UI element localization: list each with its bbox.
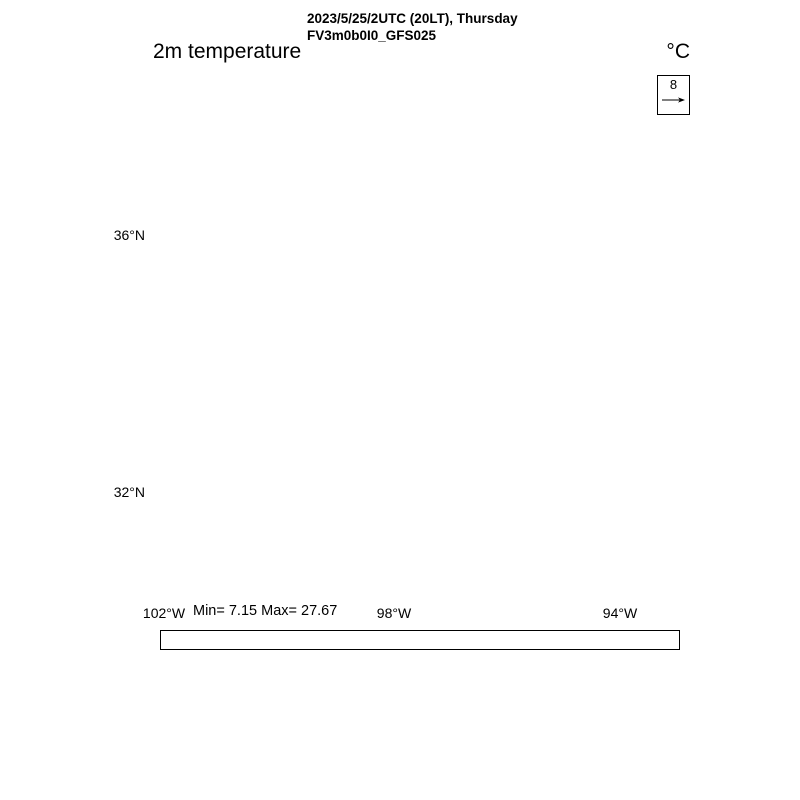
wind-reference-arrow-icon [662,97,685,103]
temperature-field-map [155,68,688,602]
lon-tick-label-94w: 94°W [602,605,638,621]
units-label: °C [666,40,690,63]
wind-reference-value: 8 [669,77,678,92]
colorbar-tick-labels [160,651,680,669]
model-run-line: FV3m0b0I0_GFS025 [307,28,437,43]
plot-header: 2023/5/25/2UTC (20LT), Thursday FV3m0b0I… [307,10,518,44]
timestamp-line: 2023/5/25/2UTC (20LT), Thursday [307,11,518,26]
page-title: 2m temperature [153,40,302,63]
lon-tick-label-102w: 102°W [142,605,186,621]
lat-tick-label-32n: 32°N [113,484,145,500]
lon-tick-label-98w: 98°W [376,605,412,621]
wind-reference-box: 8 [657,75,690,115]
lat-tick-label-36n: 36°N [113,227,145,243]
minmax-stat-label: Min= 7.15 Max= 27.67 [193,603,338,619]
colorbar [160,630,680,650]
